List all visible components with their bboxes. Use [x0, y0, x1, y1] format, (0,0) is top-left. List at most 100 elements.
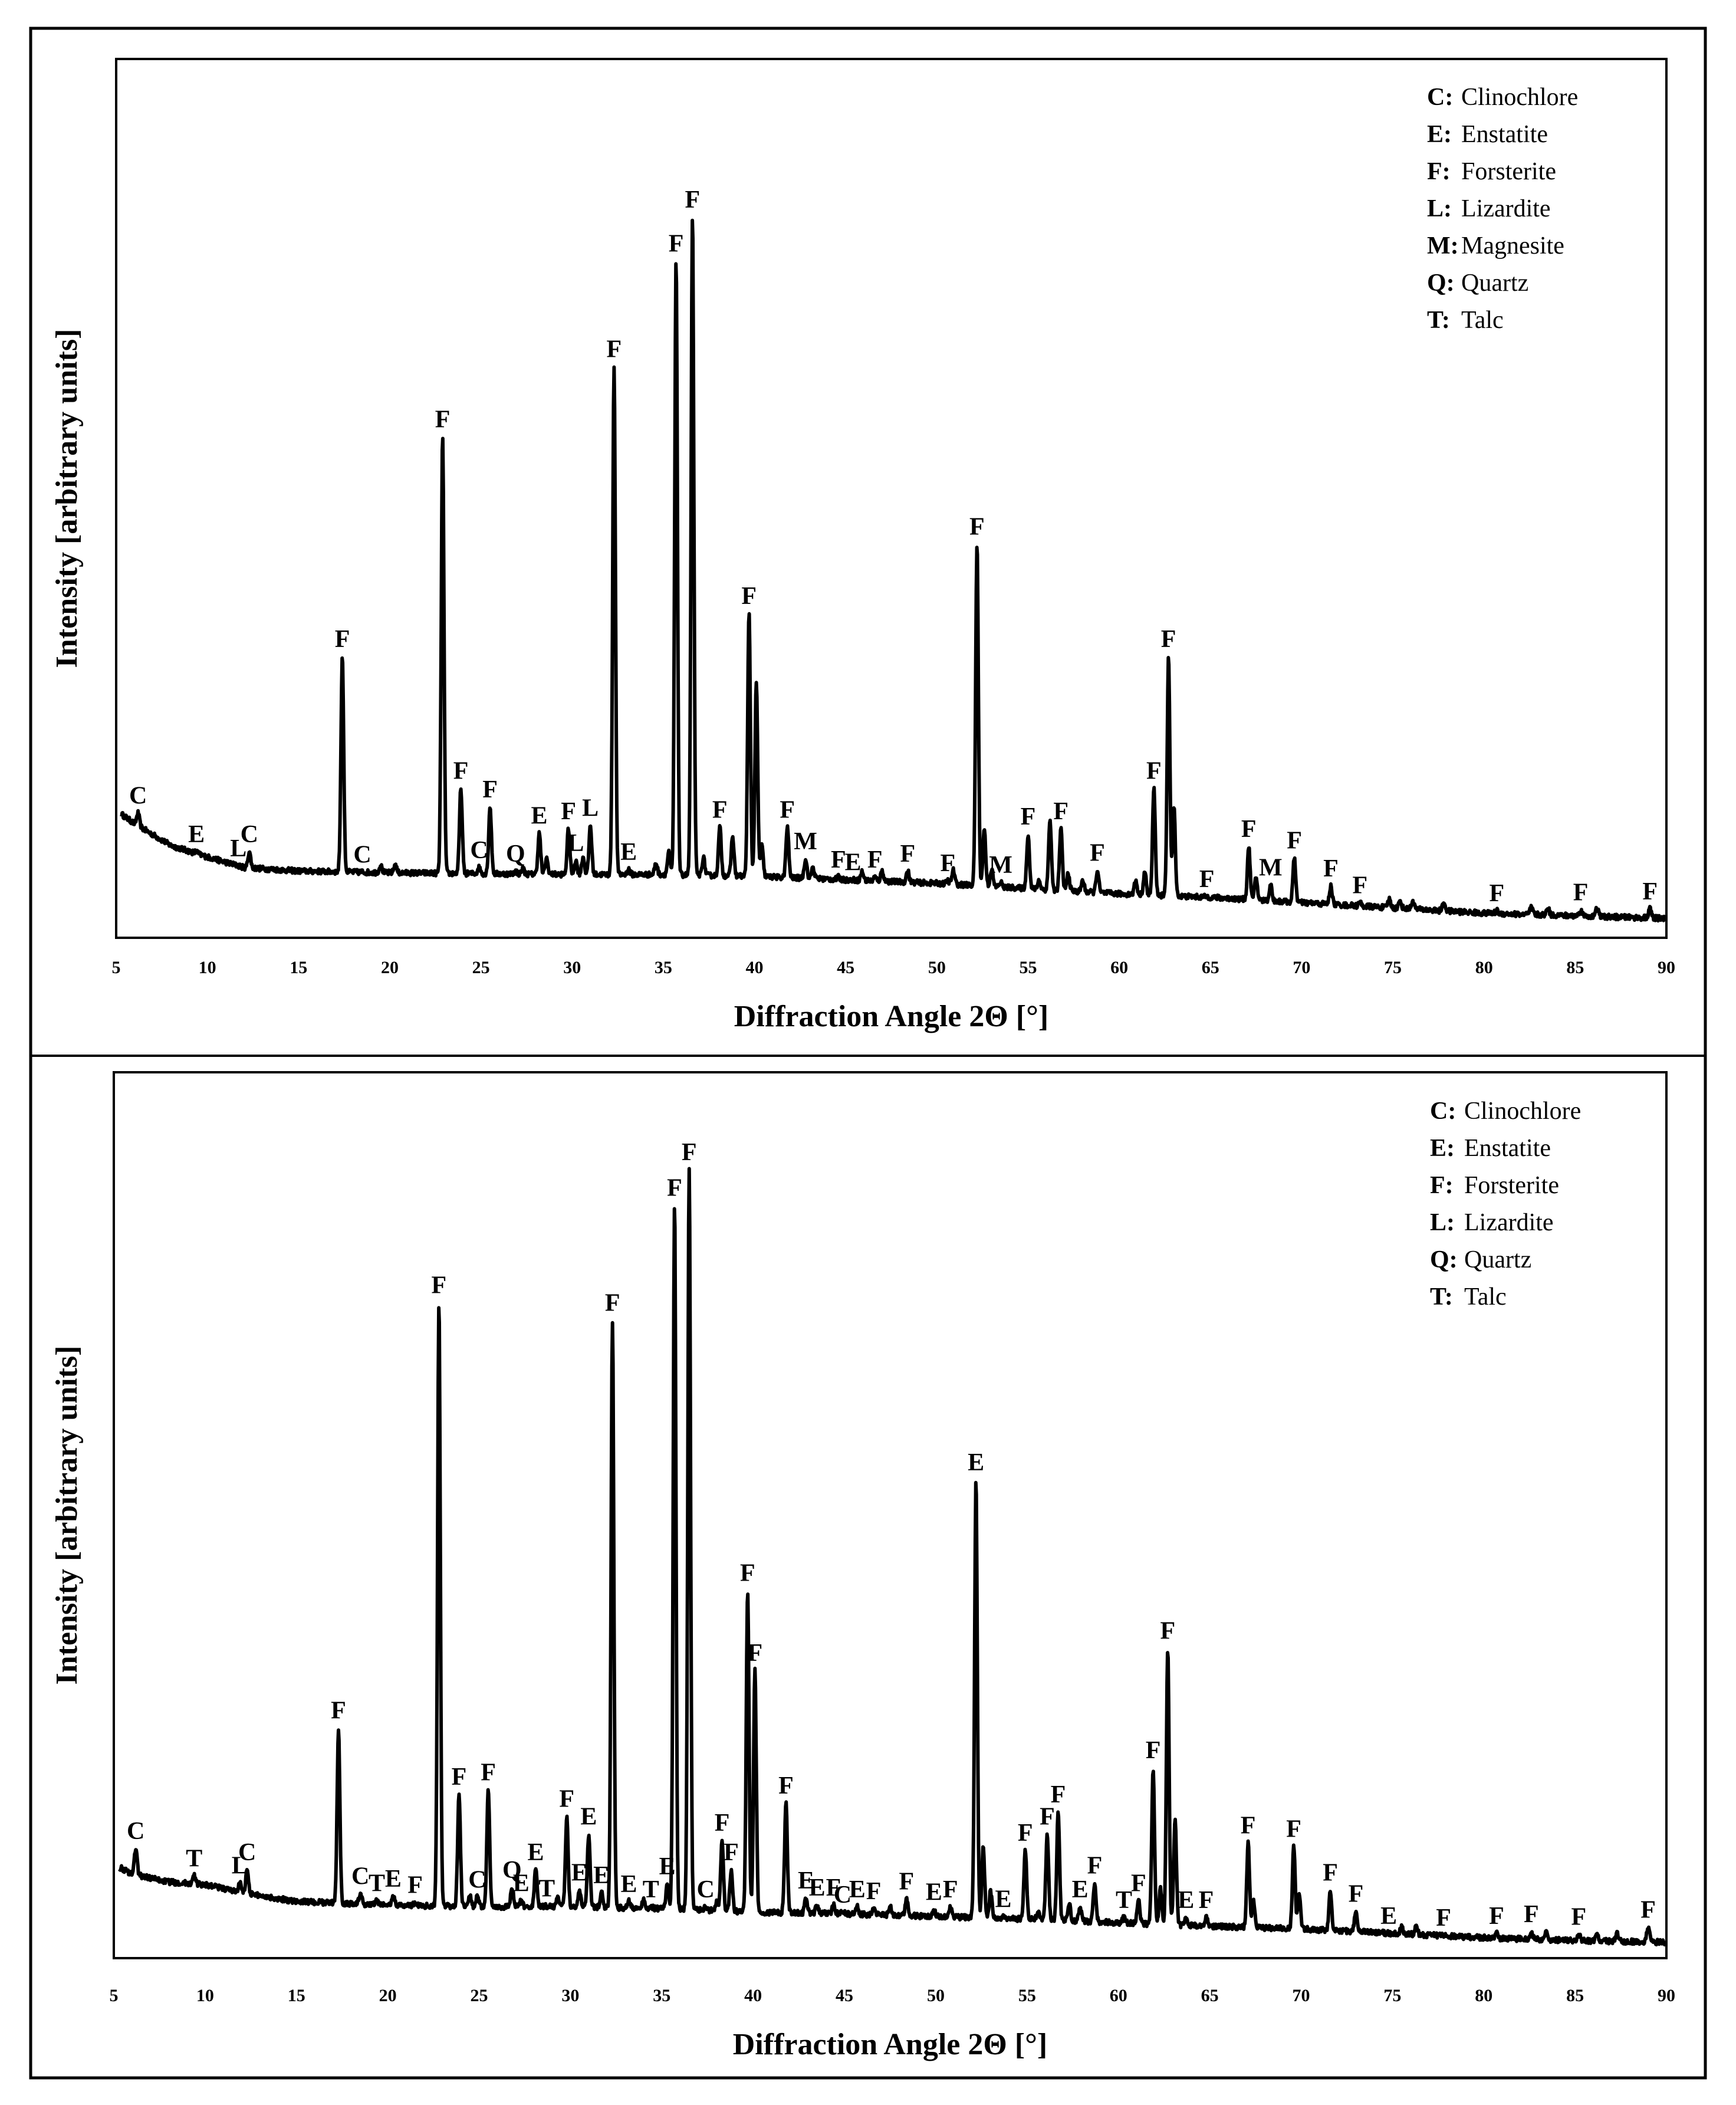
- peak-label: F: [607, 336, 622, 363]
- peak-label: F: [867, 846, 883, 873]
- x-tick-label: 40: [746, 958, 764, 977]
- peak-label: E: [593, 1862, 610, 1889]
- x-tick-label: 10: [196, 1986, 214, 2005]
- diffraction-trace: [120, 218, 1667, 923]
- plot-frame: [115, 58, 1668, 939]
- legend-key: C:: [1430, 1098, 1456, 1125]
- peak-label: F: [482, 776, 498, 803]
- peak-label: F: [943, 1876, 958, 1903]
- peak-label: F: [1040, 1804, 1055, 1831]
- peak-label: E: [1380, 1903, 1397, 1930]
- legend-name: Forsterite: [1464, 1172, 1559, 1199]
- peak-label: F: [1640, 1896, 1656, 1923]
- peak-label: L: [230, 835, 246, 862]
- peak-label: E: [968, 1449, 984, 1476]
- peak-label: L: [567, 830, 584, 857]
- peak-label: T: [538, 1875, 555, 1902]
- peak-label: E: [926, 1879, 942, 1906]
- peak-label: F: [826, 1874, 841, 1902]
- peak-label: F: [866, 1878, 882, 1905]
- peak-label: C: [241, 821, 258, 848]
- peak-label: E: [531, 803, 548, 830]
- peak-label: M: [989, 852, 1012, 879]
- peak-label: F: [561, 798, 576, 825]
- peak-label: F: [667, 1174, 682, 1201]
- peak-label: F: [1241, 816, 1257, 843]
- peak-label: E: [995, 1886, 1012, 1913]
- peak-label: F: [1053, 798, 1068, 825]
- peak-label: F: [899, 1868, 915, 1895]
- y-axis-title: Intensity [arbitrary units]: [50, 1346, 84, 1685]
- peak-label: E: [809, 1874, 826, 1902]
- peak-label: E: [385, 1866, 402, 1893]
- peak-label: F: [1021, 803, 1036, 830]
- y-axis-title: Intensity [arbitrary units]: [50, 329, 84, 668]
- legend-name: Forsterite: [1461, 158, 1556, 185]
- x-tick-label: 75: [1383, 1986, 1401, 2005]
- legend-name: Quartz: [1464, 1246, 1531, 1273]
- x-tick-label: 45: [836, 1986, 853, 2005]
- peak-label: F: [741, 583, 757, 610]
- x-tick-label: 80: [1475, 958, 1493, 977]
- legend-key: E:: [1427, 121, 1452, 148]
- x-tick-label: 85: [1566, 958, 1584, 977]
- peak-label: E: [620, 839, 637, 866]
- peak-label: F: [1573, 879, 1589, 906]
- peak-label: E: [849, 1876, 866, 1903]
- peak-label: F: [1571, 1903, 1586, 1930]
- legend-name: Talc: [1461, 307, 1504, 334]
- peak-label: F: [778, 1772, 794, 1799]
- legend-key: L:: [1430, 1209, 1455, 1236]
- legend-name: Enstatite: [1461, 121, 1548, 148]
- peak-label: F: [1287, 827, 1302, 854]
- peak-label: F: [747, 1640, 762, 1667]
- x-tick-label: 45: [837, 958, 854, 977]
- xrd-panel-bottom: 5 10 15 20 25 30 35 40 45 50 55 60 65 70 75 80 85 90 Diffr…: [50, 1071, 1675, 2061]
- peak-label: E: [1072, 1876, 1089, 1903]
- peak-label: F: [452, 1764, 467, 1791]
- peak-label: F: [740, 1560, 755, 1587]
- peak-label: F: [900, 840, 916, 868]
- x-tick-label: 15: [288, 1986, 305, 2005]
- legend-name: Clinochlore: [1461, 84, 1578, 111]
- legend-key: Q:: [1427, 270, 1455, 297]
- peak-label: F: [724, 1839, 739, 1866]
- x-tick-label: 70: [1292, 1986, 1310, 2005]
- peak-label: F: [1087, 1852, 1103, 1879]
- peak-label: F: [1090, 839, 1105, 866]
- peak-label: E: [571, 1859, 588, 1886]
- peak-label: F: [682, 1139, 697, 1166]
- peak-label: M: [794, 828, 817, 855]
- peak-label: F: [1286, 1816, 1301, 1843]
- peak-label: F: [969, 513, 985, 540]
- legend-name: Clinochlore: [1464, 1098, 1581, 1125]
- peak-label: C: [353, 841, 371, 868]
- peak-label: Q: [506, 840, 525, 868]
- peak-label: F: [1160, 1617, 1176, 1644]
- x-tick-label: 35: [653, 1986, 670, 2005]
- peak-label: E: [621, 1871, 637, 1898]
- peak-label: F: [669, 231, 684, 258]
- legend-name: Quartz: [1461, 270, 1528, 297]
- x-tick-label: 65: [1202, 958, 1219, 977]
- legend-key: C:: [1427, 84, 1453, 111]
- legend-name: Enstatite: [1464, 1135, 1551, 1162]
- peak-label: T: [643, 1876, 659, 1903]
- peak-label: F: [1199, 866, 1215, 893]
- plot-frame: [113, 1071, 1668, 1959]
- peak-label: E: [188, 821, 205, 848]
- diffraction-trace: [117, 1167, 1666, 1947]
- legend-name: Lizardite: [1461, 195, 1551, 222]
- peak-label: F: [1524, 1901, 1539, 1928]
- peak-label: F: [453, 758, 469, 785]
- peak-label: F: [1489, 1903, 1504, 1930]
- peak-label: F: [941, 850, 956, 877]
- xrd-panel-top: 5 10 15 20 25 30 35 40 45 50 55 60 65 70 75 80 85 90 Diffr…: [50, 58, 1675, 1033]
- legend-key: T:: [1427, 307, 1450, 334]
- peak-label: E: [513, 1870, 530, 1897]
- x-tick-label: 50: [927, 1986, 945, 2005]
- peak-label: F: [1146, 758, 1162, 785]
- x-tick-label: 85: [1566, 1986, 1584, 2005]
- peak-label: F: [780, 796, 795, 823]
- peak-label: F: [331, 1697, 346, 1724]
